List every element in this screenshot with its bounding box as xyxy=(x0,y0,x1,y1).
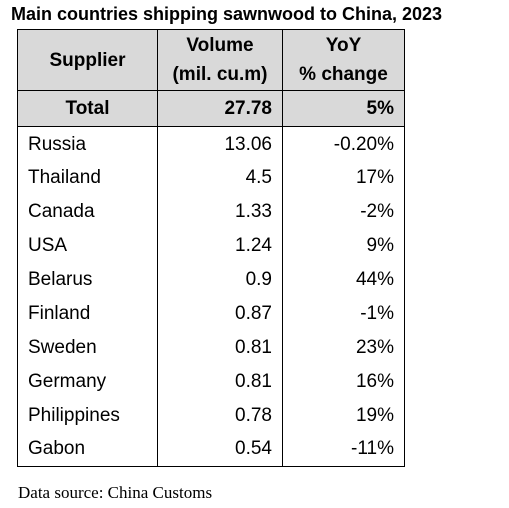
supplier-cell: USA xyxy=(17,228,158,263)
volume-cell: 0.81 xyxy=(157,364,283,399)
header-yoy-line2: % change xyxy=(299,64,388,85)
volume-cell: 0.9 xyxy=(157,262,283,297)
yoy-cell: -2% xyxy=(282,194,405,229)
volume-cell: 0.81 xyxy=(157,330,283,365)
volume-cell: 1.24 xyxy=(157,228,283,263)
supplier-cell: Finland xyxy=(17,296,158,331)
table-row: Philippines 0.78 19% xyxy=(17,398,405,433)
table-title: Main countries shipping sawnwood to Chin… xyxy=(11,4,443,24)
supplier-cell: Gabon xyxy=(17,432,158,467)
table-row: USA 1.24 9% xyxy=(17,228,405,263)
yoy-cell: -11% xyxy=(282,432,405,467)
header-volume-line2: (mil. cu.m) xyxy=(172,64,268,85)
yoy-cell: 9% xyxy=(282,228,405,263)
header-yoy: YoY % change xyxy=(282,29,405,91)
volume-cell: 13.06 xyxy=(157,126,283,161)
volume-cell: 0.87 xyxy=(157,296,283,331)
table-row: Gabon 0.54 -11% xyxy=(17,432,405,467)
total-row: Total 27.78 5% xyxy=(17,90,405,127)
header-volume: Volume (mil. cu.m) xyxy=(157,29,283,91)
volume-cell: 4.5 xyxy=(157,160,283,195)
supplier-cell: Philippines xyxy=(17,398,158,433)
table-row: Thailand 4.5 17% xyxy=(17,160,405,195)
yoy-cell: -0.20% xyxy=(282,126,405,161)
table-row: Finland 0.87 -1% xyxy=(17,296,405,331)
data-source-note: Data source: China Customs xyxy=(18,483,213,502)
table-row: Germany 0.81 16% xyxy=(17,364,405,399)
table-row: Canada 1.33 -2% xyxy=(17,194,405,229)
yoy-cell: 19% xyxy=(282,398,405,433)
yoy-cell: -1% xyxy=(282,296,405,331)
total-yoy: 5% xyxy=(282,90,405,127)
table-row: Sweden 0.81 23% xyxy=(17,330,405,365)
supplier-cell: Thailand xyxy=(17,160,158,195)
yoy-cell: 23% xyxy=(282,330,405,365)
yoy-cell: 44% xyxy=(282,262,405,297)
header-yoy-line1: YoY xyxy=(325,35,362,56)
header-row: Supplier Volume (mil. cu.m) YoY % change xyxy=(17,29,405,91)
supplier-cell: Belarus xyxy=(17,262,158,297)
volume-cell: 1.33 xyxy=(157,194,283,229)
yoy-cell: 16% xyxy=(282,364,405,399)
total-label: Total xyxy=(17,90,158,127)
supplier-cell: Germany xyxy=(17,364,158,399)
supplier-cell: Canada xyxy=(17,194,158,229)
sawnwood-supplier-table: Supplier Volume (mil. cu.m) YoY % change… xyxy=(17,29,405,467)
header-volume-line1: Volume xyxy=(186,35,254,56)
volume-cell: 0.54 xyxy=(157,432,283,467)
supplier-cell: Sweden xyxy=(17,330,158,365)
table-row: Belarus 0.9 44% xyxy=(17,262,405,297)
volume-cell: 0.78 xyxy=(157,398,283,433)
total-volume: 27.78 xyxy=(157,90,283,127)
supplier-cell: Russia xyxy=(17,126,158,161)
header-supplier: Supplier xyxy=(17,29,158,91)
yoy-cell: 17% xyxy=(282,160,405,195)
table-row: Russia 13.06 -0.20% xyxy=(17,126,405,161)
